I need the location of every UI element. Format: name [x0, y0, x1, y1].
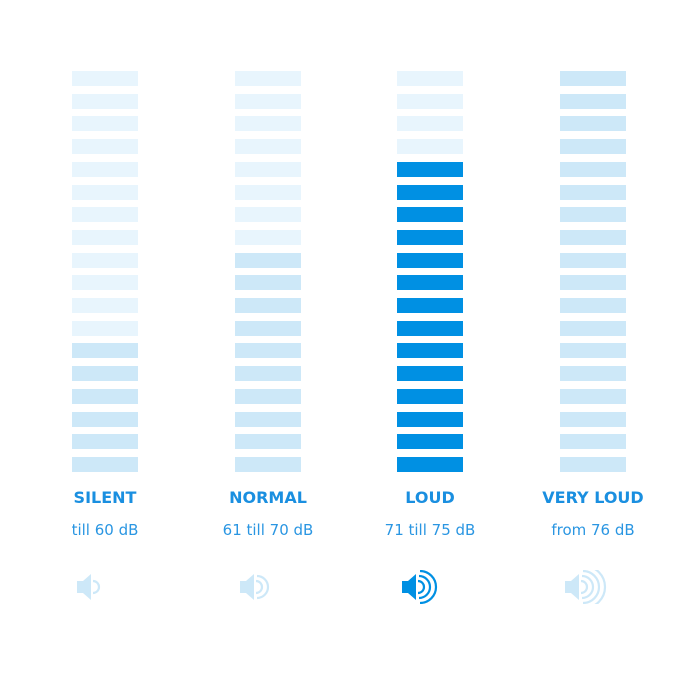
meter-segment-filled — [560, 161, 626, 177]
meter-segment-filled — [235, 343, 301, 359]
meter-segment-filled — [560, 93, 626, 109]
meter-segment-filled — [560, 71, 626, 86]
meter-segment-filled — [560, 456, 626, 472]
level-range: from 76 dB — [551, 521, 635, 539]
meter-segment-filled — [397, 275, 463, 291]
meter-segment-filled — [560, 229, 626, 245]
meter-segment-empty — [72, 320, 138, 336]
meter-segment-empty — [397, 71, 463, 86]
meter-segment-filled — [397, 434, 463, 450]
meter-segment-filled — [560, 116, 626, 132]
level-title: LOUD — [405, 488, 455, 507]
meter-segment-empty — [397, 139, 463, 155]
meter-segment-filled — [235, 388, 301, 404]
meter-segment-empty — [72, 161, 138, 177]
meter-segment-empty — [72, 93, 138, 109]
level-range: till 60 dB — [71, 521, 139, 539]
meter-segment-filled — [235, 411, 301, 427]
meter-segment-filled — [397, 366, 463, 382]
meter-segment-filled — [397, 161, 463, 177]
speaker-icon — [350, 569, 510, 605]
meter-segment-filled — [235, 456, 301, 472]
meter-segment-filled — [560, 298, 626, 313]
meter-segment-filled — [72, 388, 138, 404]
meter-segment-filled — [560, 411, 626, 427]
meter-segment-empty — [235, 71, 301, 86]
speaker-icon — [513, 564, 673, 610]
meter-segment-empty — [72, 229, 138, 245]
meter-segment-filled — [560, 320, 626, 336]
meter-segment-filled — [560, 139, 626, 155]
meter-segment-filled — [72, 411, 138, 427]
meter-segment-filled — [560, 252, 626, 268]
meter-segment-filled — [560, 366, 626, 382]
meter-segment-filled — [72, 366, 138, 382]
level-title: VERY LOUD — [542, 488, 644, 507]
meter-segment-filled — [397, 456, 463, 472]
meter-segment-empty — [235, 116, 301, 132]
meter-segment-empty — [72, 184, 138, 200]
meter-segment-filled — [397, 229, 463, 245]
meter-segment-empty — [72, 71, 138, 86]
meter-segment-empty — [72, 139, 138, 155]
meter-segment-filled — [397, 343, 463, 359]
meter-segment-empty — [72, 116, 138, 132]
meter-segment-filled — [560, 343, 626, 359]
meter-segment-empty — [72, 275, 138, 291]
meter-segment-filled — [397, 207, 463, 223]
meter-segment-filled — [72, 434, 138, 450]
meter-segment-empty — [235, 139, 301, 155]
meter-segment-filled — [235, 366, 301, 382]
meter-segment-filled — [397, 388, 463, 404]
meter-segment-empty — [235, 229, 301, 245]
meter-segment-empty — [235, 161, 301, 177]
meter-segment-filled — [235, 320, 301, 336]
meter-segment-empty — [397, 93, 463, 109]
meter-segment-filled — [397, 298, 463, 313]
meter-segment-filled — [560, 434, 626, 450]
speaker-icon — [25, 570, 185, 604]
meter-segment-filled — [397, 184, 463, 200]
meter-segment-empty — [235, 93, 301, 109]
level-title: NORMAL — [229, 488, 307, 507]
meter-segment-filled — [397, 320, 463, 336]
meter-segment-filled — [72, 343, 138, 359]
level-range: 61 till 70 dB — [222, 521, 314, 539]
meter-segment-filled — [235, 275, 301, 291]
meter-segment-filled — [560, 207, 626, 223]
meter-segment-filled — [397, 411, 463, 427]
meter-segment-empty — [235, 207, 301, 223]
speaker-icon — [188, 570, 348, 604]
meter-segment-empty — [72, 207, 138, 223]
meter-segment-empty — [397, 116, 463, 132]
meter-segment-filled — [235, 298, 301, 313]
meter-segment-filled — [560, 275, 626, 291]
meter-segment-filled — [560, 388, 626, 404]
meter-segment-empty — [72, 298, 138, 313]
meter-segment-filled — [235, 434, 301, 450]
meter-segment-empty — [72, 252, 138, 268]
meter-segment-empty — [235, 184, 301, 200]
level-title: SILENT — [73, 488, 137, 507]
level-range: 71 till 75 dB — [384, 521, 476, 539]
meter-segment-filled — [560, 184, 626, 200]
meter-segment-filled — [397, 252, 463, 268]
meter-segment-filled — [72, 456, 138, 472]
meter-segment-filled — [235, 252, 301, 268]
